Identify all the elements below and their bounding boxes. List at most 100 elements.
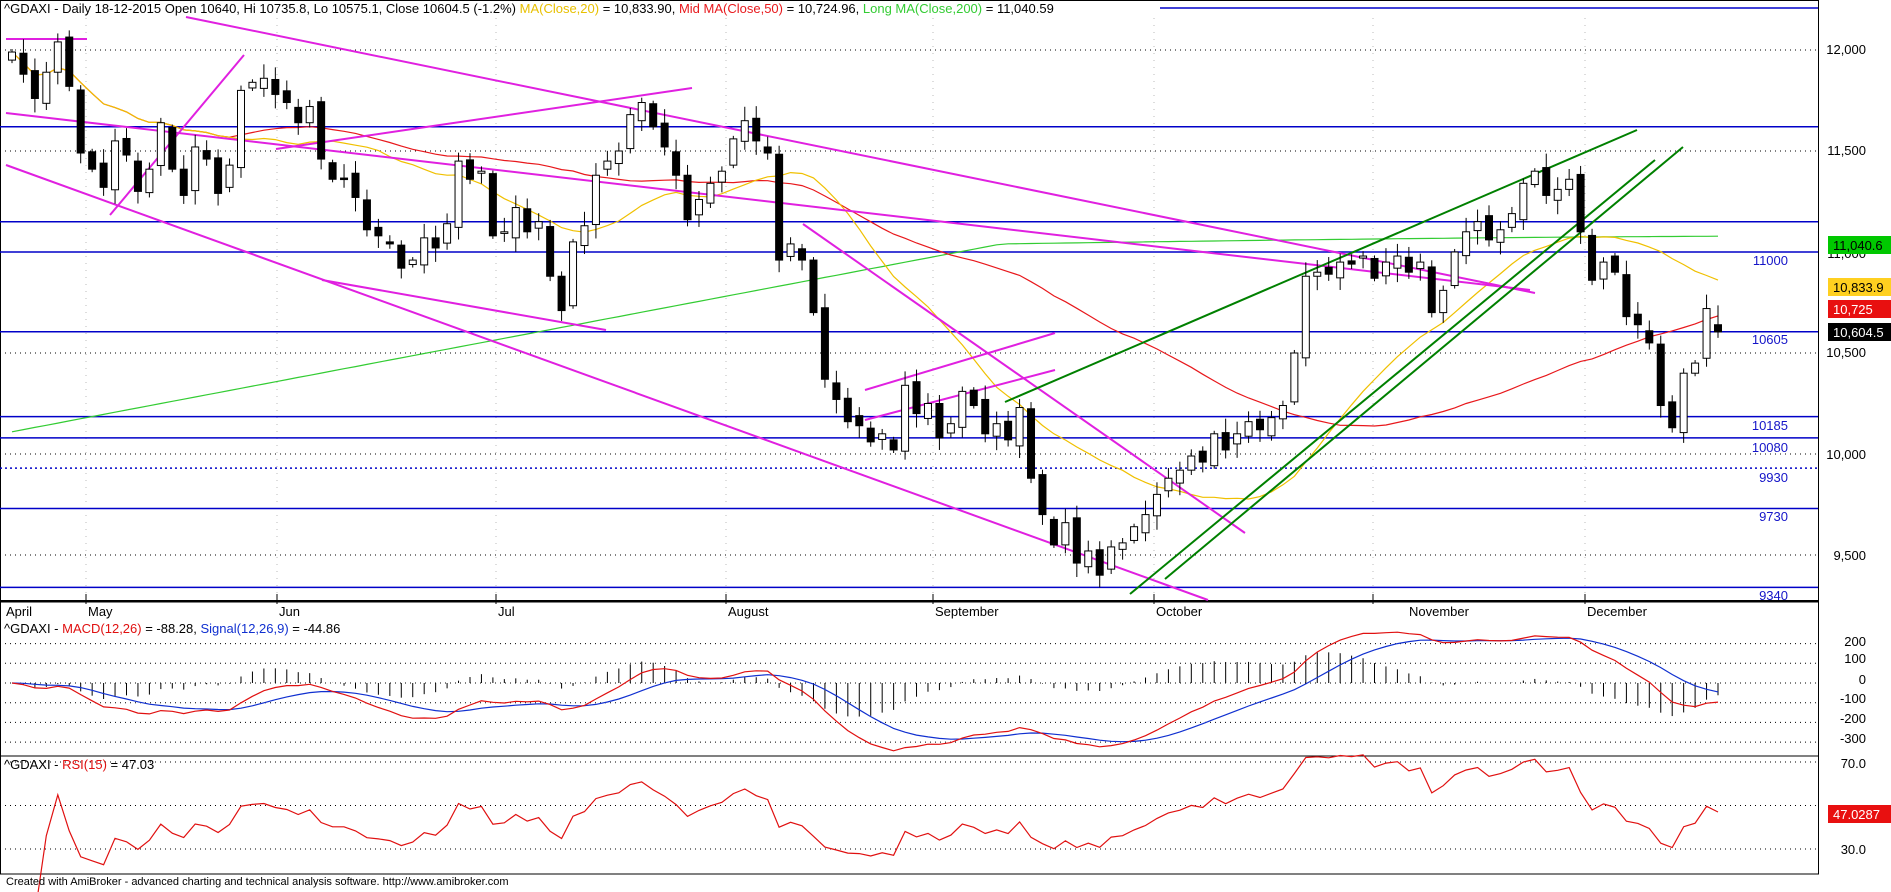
- candle-body: [820, 307, 829, 380]
- candle-body: [1336, 261, 1345, 279]
- candle-body: [317, 101, 326, 160]
- candle-body: [557, 275, 566, 312]
- ma50-line: [11, 51, 1719, 427]
- ma50-tag: 10,725: [1833, 302, 1873, 317]
- ma50-tag-bg: [1828, 300, 1891, 318]
- rsi-header-symbol: ^GDAXI: [4, 757, 51, 772]
- candle-body: [351, 172, 360, 198]
- macd-tick-minus100: -100: [1840, 691, 1866, 706]
- candle-body: [1439, 289, 1448, 314]
- footer-credit: Created with AmiBroker - advanced charti…: [6, 876, 509, 888]
- level-label-10080: 10080: [1752, 440, 1788, 455]
- candle-body: [1519, 182, 1528, 221]
- candle-body: [798, 248, 807, 261]
- candle-body: [1015, 407, 1024, 447]
- candle-body: [981, 398, 990, 435]
- candle-body: [1633, 313, 1642, 326]
- candle-body: [1301, 275, 1310, 359]
- candle-body: [1370, 257, 1379, 279]
- y-tick-10500: 10,500: [1826, 345, 1866, 360]
- candle-body: [8, 51, 16, 61]
- candle-body: [1622, 274, 1631, 318]
- candle-body: [294, 106, 303, 124]
- rsi-tag: 47.0287: [1833, 807, 1880, 822]
- candle-body: [660, 122, 669, 148]
- candle-body: [1462, 231, 1471, 257]
- candle-body: [1507, 213, 1516, 228]
- candle-body: [1244, 421, 1253, 437]
- month-jun: Jun: [279, 604, 300, 619]
- candle-body: [1359, 255, 1368, 259]
- header-ma50: Mid MA(Close,50): [679, 1, 783, 16]
- candle-body: [1404, 256, 1413, 273]
- candle-body: [1610, 255, 1619, 273]
- pane-frames: [0, 0, 1819, 875]
- candle-body: [1496, 229, 1505, 243]
- candle-body: [1233, 433, 1242, 445]
- trendline-1: [185, 16, 1536, 294]
- rsi-pane: ^GDAXI - RSI(15) = 47.03 70.0 30.0 47.02…: [0, 754, 1891, 892]
- month-november: November: [1409, 604, 1470, 619]
- candle-body: [1450, 251, 1459, 287]
- candle-body: [740, 120, 749, 142]
- price-header: ^GDAXI - Daily 18-12-2015 Open 10640, Hi…: [4, 1, 1054, 16]
- macd-pane: ^GDAXI - MACD(12,26) = -88.28, Signal(12…: [0, 621, 1866, 752]
- y-tick-9500: 9,500: [1833, 548, 1866, 563]
- candle-body: [1130, 526, 1139, 541]
- candle-body: [1347, 260, 1356, 265]
- candle-body: [958, 390, 967, 428]
- ma200-line: [11, 235, 1719, 433]
- macd-tick-0: 0: [1859, 672, 1866, 687]
- candle-body: [1485, 215, 1494, 241]
- horizontal-levels: [0, 7, 1818, 589]
- candle-body: [1278, 405, 1287, 420]
- candle-body: [374, 226, 383, 237]
- candle-body: [271, 78, 280, 95]
- macd-header-signal: Signal(12,26,9): [201, 621, 289, 636]
- candle-body: [1164, 477, 1173, 492]
- rsi-y-axis: 70.0 30.0: [1841, 756, 1866, 857]
- candle-body: [1061, 522, 1070, 546]
- rsi-tick-70: 70.0: [1841, 756, 1866, 771]
- trendline-11: [1164, 146, 1684, 580]
- candle-body: [1553, 188, 1562, 201]
- candle-body: [122, 137, 131, 156]
- candle-body: [1656, 343, 1665, 407]
- header-ma200-value: = 11,040.59: [982, 1, 1054, 16]
- ma20-tag: 10,833.9: [1833, 280, 1884, 295]
- y-tick-10000: 10,000: [1826, 447, 1866, 462]
- level-label-9730: 9730: [1759, 509, 1788, 524]
- ma20-tag-bg: [1828, 278, 1891, 296]
- candle-body: [305, 106, 314, 124]
- candle-body: [1221, 432, 1230, 451]
- candle-body: [488, 173, 497, 237]
- candle-body: [637, 102, 646, 122]
- rsi-header-rsi-value: = 47.03: [107, 757, 154, 772]
- candle-body: [1313, 271, 1322, 277]
- candle-body: [729, 138, 738, 166]
- candle-body: [1714, 324, 1722, 333]
- macd-header-macd-value: = -88.28,: [142, 621, 201, 636]
- candle-body: [969, 389, 978, 407]
- candle-body: [225, 164, 234, 188]
- candle-body: [362, 199, 371, 231]
- candle-body: [809, 259, 818, 314]
- candle-body: [179, 168, 188, 196]
- candle-body: [626, 114, 635, 150]
- macd-header-macd: MACD(12,26): [62, 621, 141, 636]
- rsi-header-rsi: RSI(15): [62, 757, 107, 772]
- candle-body: [580, 225, 589, 247]
- candle-body: [775, 153, 784, 261]
- candle-body: [534, 221, 543, 229]
- candle-body: [282, 90, 291, 104]
- candle-body: [1599, 261, 1608, 280]
- candle-body: [385, 241, 394, 245]
- candle-body: [420, 237, 429, 266]
- trendline-5: [321, 279, 607, 331]
- candle-body: [1668, 401, 1677, 429]
- candle-body: [1072, 517, 1081, 564]
- macd-tick-minus200: -200: [1840, 711, 1866, 726]
- candle-body: [477, 170, 486, 174]
- candle-body: [133, 160, 142, 192]
